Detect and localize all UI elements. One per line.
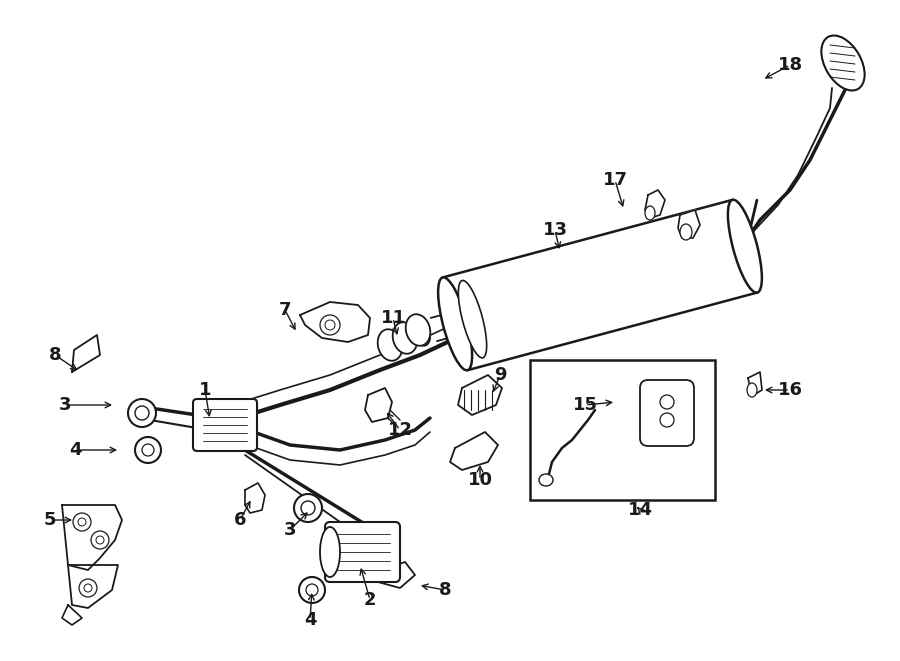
Text: 13: 13	[543, 221, 568, 239]
Ellipse shape	[142, 444, 154, 456]
Ellipse shape	[660, 413, 674, 427]
Ellipse shape	[406, 314, 430, 346]
Text: 12: 12	[388, 421, 412, 439]
Text: 18: 18	[778, 56, 803, 74]
Text: 15: 15	[572, 396, 598, 414]
Text: 2: 2	[364, 591, 376, 609]
Text: 3: 3	[284, 521, 296, 539]
Ellipse shape	[78, 518, 86, 526]
Ellipse shape	[128, 399, 156, 427]
Ellipse shape	[728, 200, 762, 293]
Polygon shape	[300, 302, 370, 342]
Polygon shape	[645, 190, 665, 218]
FancyBboxPatch shape	[640, 380, 694, 446]
Polygon shape	[365, 388, 392, 422]
Text: 1: 1	[199, 381, 212, 399]
Ellipse shape	[413, 321, 430, 346]
Polygon shape	[62, 505, 122, 570]
Polygon shape	[450, 432, 498, 470]
Ellipse shape	[306, 584, 318, 596]
FancyBboxPatch shape	[193, 399, 257, 451]
Text: 10: 10	[467, 471, 492, 489]
Ellipse shape	[539, 474, 553, 486]
Polygon shape	[72, 335, 100, 372]
Polygon shape	[458, 375, 502, 415]
Ellipse shape	[91, 531, 109, 549]
Ellipse shape	[73, 513, 91, 531]
Polygon shape	[748, 372, 762, 396]
Text: 16: 16	[778, 381, 803, 399]
Text: 4: 4	[68, 441, 81, 459]
Bar	[530, 360, 715, 500]
Text: 8: 8	[438, 581, 451, 599]
Ellipse shape	[458, 280, 487, 358]
Polygon shape	[245, 483, 265, 513]
Text: 17: 17	[602, 171, 627, 189]
Polygon shape	[62, 605, 82, 625]
Ellipse shape	[747, 383, 757, 397]
Text: 7: 7	[279, 301, 292, 319]
Text: 8: 8	[49, 346, 61, 364]
Ellipse shape	[680, 224, 692, 240]
Polygon shape	[678, 210, 700, 238]
Ellipse shape	[645, 206, 655, 220]
Ellipse shape	[378, 329, 402, 361]
Ellipse shape	[301, 501, 315, 515]
Ellipse shape	[320, 315, 340, 335]
Ellipse shape	[135, 406, 149, 420]
Ellipse shape	[660, 395, 674, 409]
Text: 4: 4	[304, 611, 316, 629]
Text: 9: 9	[494, 366, 506, 384]
Ellipse shape	[392, 322, 418, 354]
Ellipse shape	[438, 278, 473, 370]
Text: 6: 6	[234, 511, 247, 529]
Ellipse shape	[135, 437, 161, 463]
Ellipse shape	[325, 320, 335, 330]
Ellipse shape	[299, 577, 325, 603]
Ellipse shape	[79, 579, 97, 597]
Ellipse shape	[84, 584, 92, 592]
Polygon shape	[378, 562, 415, 588]
FancyBboxPatch shape	[325, 522, 400, 582]
Text: 14: 14	[627, 501, 652, 519]
Ellipse shape	[294, 494, 322, 522]
Text: 5: 5	[44, 511, 56, 529]
Polygon shape	[443, 200, 757, 370]
Ellipse shape	[822, 36, 865, 91]
Ellipse shape	[96, 536, 104, 544]
Ellipse shape	[320, 527, 340, 577]
Text: 3: 3	[58, 396, 71, 414]
Text: 11: 11	[381, 309, 406, 327]
Polygon shape	[68, 565, 118, 608]
